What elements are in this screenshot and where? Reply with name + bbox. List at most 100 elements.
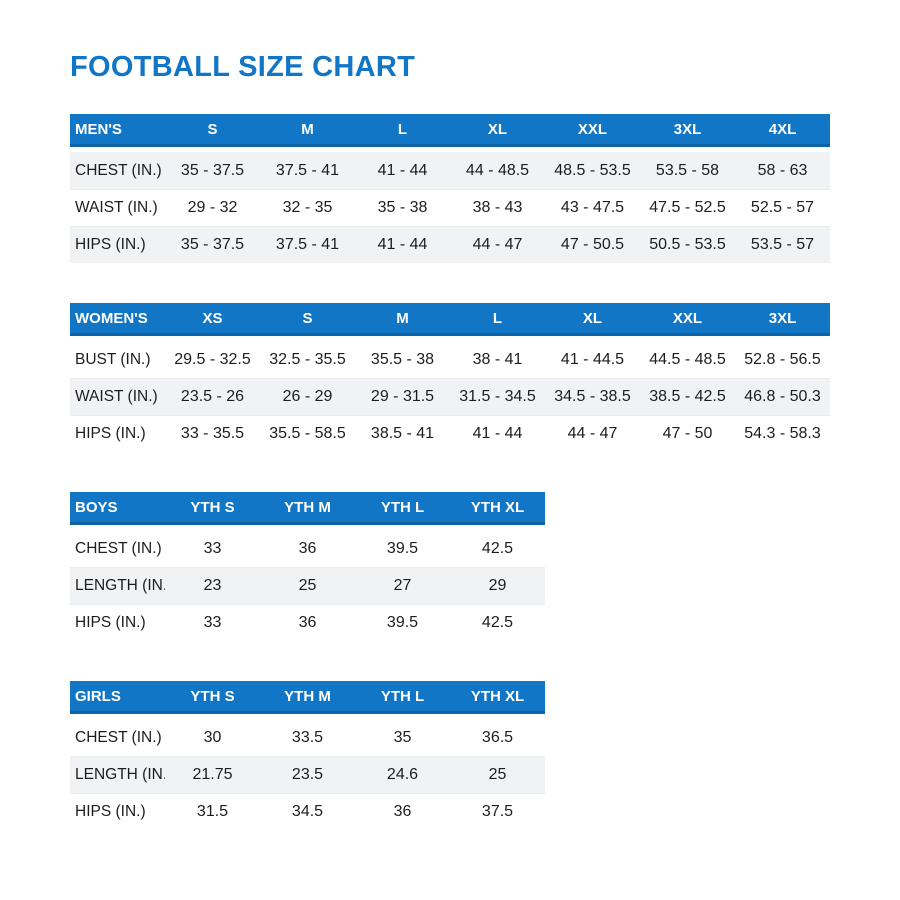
table-header-row: GIRLS YTH S YTH M YTH L YTH XL xyxy=(70,681,545,714)
measurement-label: LENGTH (IN.) xyxy=(75,766,165,783)
measurement-value: 26 - 29 xyxy=(282,388,333,405)
measurement-value: 32.5 - 35.5 xyxy=(269,350,346,368)
measurement-value: 33 - 35.5 xyxy=(180,425,245,442)
measurement-label: CHEST (IN.) xyxy=(75,728,162,746)
measurement-value: 35 xyxy=(393,728,412,746)
womens-size-table: WOMEN'S XS S M L XL XXL 3XL BUST (IN.) 29.5 - 32.… xyxy=(70,303,830,452)
measurement-value: 44 - 47 xyxy=(567,425,618,442)
measurement-value: 52.8 - 56.5 xyxy=(744,350,821,368)
measurement-value: 41 - 44 xyxy=(472,425,523,442)
measurement-value: 29 - 31.5 xyxy=(370,388,435,405)
table-title-cell: BOYS xyxy=(75,498,118,516)
size-column-header: M xyxy=(396,309,409,327)
measurement-value: 29.5 - 32.5 xyxy=(174,350,251,368)
measurement-value: 35.5 - 58.5 xyxy=(269,425,346,442)
measurement-value: 35.5 - 38 xyxy=(370,350,435,368)
measurement-value: 58 - 63 xyxy=(757,161,808,179)
measurement-value: 34.5 xyxy=(291,803,324,820)
measurement-value: 41 - 44 xyxy=(377,236,428,253)
measurement-row: LENGTH (IN.) 23 25 27 29 xyxy=(70,567,545,604)
girls-size-table: GIRLS YTH S YTH M YTH L YTH XL CHEST (IN.) 30 3… xyxy=(70,681,830,830)
size-column-header: YTH XL xyxy=(470,687,525,705)
measurement-value: 44 - 48.5 xyxy=(465,161,530,179)
measurement-value: 48.5 - 53.5 xyxy=(554,161,631,179)
measurement-row: CHEST (IN.) 33 36 39.5 42.5 xyxy=(70,530,545,567)
measurement-value: 36 xyxy=(298,614,317,631)
measurement-value: 39.5 xyxy=(386,539,419,557)
measurement-value: 25 xyxy=(298,577,317,594)
size-column-header: YTH XL xyxy=(470,498,525,516)
measurement-value: 36 xyxy=(298,539,317,557)
measurement-label: HIPS (IN.) xyxy=(75,614,146,631)
size-column-header: YTH L xyxy=(380,498,425,516)
measurement-value: 37.5 xyxy=(481,803,514,820)
size-column-header: XL xyxy=(582,309,603,327)
page-title: FOOTBALL SIZE CHART xyxy=(70,51,416,83)
measurement-value: 42.5 xyxy=(481,539,514,557)
measurement-value: 44 - 47 xyxy=(472,236,523,253)
measurement-value: 35 - 37.5 xyxy=(180,236,245,253)
measurement-value: 36.5 xyxy=(481,728,514,746)
measurement-row: HIPS (IN.) 35 - 37.5 37.5 - 41 41 - 44 44 - … xyxy=(70,226,830,263)
table-title-cell: WOMEN'S xyxy=(75,309,148,327)
measurement-value: 47 - 50.5 xyxy=(560,236,625,253)
measurement-value: 30 xyxy=(203,728,222,746)
measurement-value: 47 - 50 xyxy=(662,425,713,442)
measurement-value: 33 xyxy=(203,614,222,631)
size-column-header: YTH L xyxy=(380,687,425,705)
measurement-value: 37.5 - 41 xyxy=(275,161,340,179)
measurement-value: 38.5 - 42.5 xyxy=(649,388,726,405)
measurement-value: 38 - 41 xyxy=(472,350,523,368)
measurement-value: 53.5 - 57 xyxy=(750,236,815,253)
measurement-value: 38.5 - 41 xyxy=(370,425,435,442)
table-title-cell: MEN'S xyxy=(75,120,122,138)
size-column-header: 3XL xyxy=(768,309,797,327)
mens-size-table: MEN'S S M L XL XXL 3XL 4XL CHEST (IN.) 35 - 37.5 3… xyxy=(70,114,830,263)
size-column-header: L xyxy=(492,309,503,327)
measurement-value: 35 - 38 xyxy=(377,199,428,216)
size-column-header: XS xyxy=(202,309,223,327)
measurement-label: WAIST (IN.) xyxy=(75,199,158,216)
measurement-value: 23.5 xyxy=(291,766,324,783)
measurement-value: 38 - 43 xyxy=(472,199,523,216)
measurement-value: 39.5 xyxy=(386,614,419,631)
measurement-value: 42.5 xyxy=(481,614,514,631)
size-chart-page: FOOTBALL SIZE CHART MEN'S S M L XL XXL 3XL 4XL C… xyxy=(70,51,830,830)
measurement-row: HIPS (IN.) 31.5 34.5 36 37.5 xyxy=(70,793,545,830)
measurement-label: HIPS (IN.) xyxy=(75,803,146,820)
size-column-header: XXL xyxy=(577,120,608,138)
measurement-value: 32 - 35 xyxy=(282,199,333,216)
measurement-value: 25 xyxy=(488,766,507,783)
table-header-row: WOMEN'S XS S M L XL XXL 3XL xyxy=(70,303,830,336)
measurement-value: 41 - 44 xyxy=(377,161,428,179)
measurement-value: 23 xyxy=(203,577,222,594)
measurement-value: 53.5 - 58 xyxy=(655,161,720,179)
size-column-header: YTH S xyxy=(190,687,235,705)
measurement-row: WAIST (IN.) 23.5 - 26 26 - 29 29 - 31.5 31.5… xyxy=(70,378,830,415)
measurement-value: 24.6 xyxy=(386,766,419,783)
measurement-value: 35 - 37.5 xyxy=(180,161,245,179)
measurement-label: HIPS (IN.) xyxy=(75,236,146,253)
size-column-header: 3XL xyxy=(673,120,702,138)
size-column-header: XXL xyxy=(672,309,703,327)
table-title-cell: GIRLS xyxy=(75,687,121,705)
measurement-row: CHEST (IN.) 30 33.5 35 36.5 xyxy=(70,719,545,756)
size-column-header: XL xyxy=(487,120,508,138)
measurement-label: CHEST (IN.) xyxy=(75,161,162,179)
measurement-label: BUST (IN.) xyxy=(75,350,151,368)
measurement-row: LENGTH (IN.) 21.75 23.5 24.6 25 xyxy=(70,756,545,793)
size-column-header: YTH S xyxy=(190,498,235,516)
size-column-header: YTH M xyxy=(284,498,331,516)
measurement-row: HIPS (IN.) 33 36 39.5 42.5 xyxy=(70,604,545,641)
measurement-value: 44.5 - 48.5 xyxy=(649,350,726,368)
measurement-value: 46.8 - 50.3 xyxy=(744,388,821,405)
size-column-header: S xyxy=(207,120,218,138)
boys-size-table: BOYS YTH S YTH M YTH L YTH XL CHEST (IN.) 33 36… xyxy=(70,492,830,641)
size-column-header: M xyxy=(301,120,314,138)
measurement-row: WAIST (IN.) 29 - 32 32 - 35 35 - 38 38 - 43 4… xyxy=(70,189,830,226)
measurement-label: WAIST (IN.) xyxy=(75,388,158,405)
measurement-row: CHEST (IN.) 35 - 37.5 37.5 - 41 41 - 44 44 -… xyxy=(70,152,830,189)
measurement-value: 29 xyxy=(488,577,507,594)
measurement-value: 47.5 - 52.5 xyxy=(649,199,726,216)
measurement-value: 31.5 xyxy=(196,803,229,820)
